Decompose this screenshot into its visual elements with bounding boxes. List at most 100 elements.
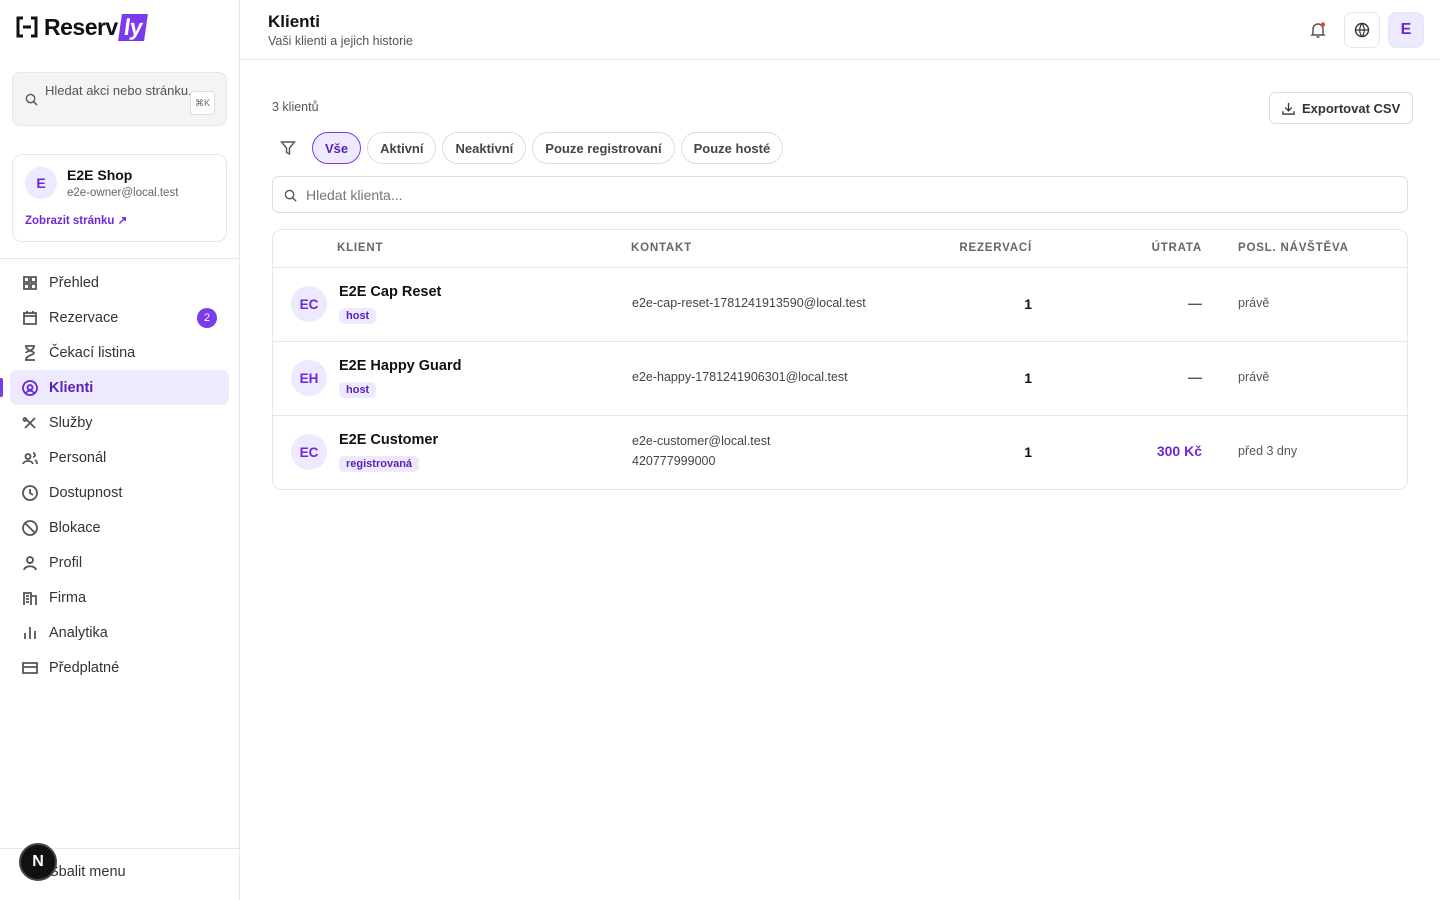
nav-item[interactable]: Dostupnost	[10, 475, 229, 510]
nav-icon	[23, 275, 37, 290]
command-search[interactable]: Hledat akci nebo stránku... ⌘K	[12, 72, 227, 126]
nav-label: Rezervace	[49, 309, 119, 326]
nav-icon	[22, 379, 38, 396]
nav-icon	[22, 661, 38, 674]
nav-badge: 2	[197, 307, 217, 328]
nav-item[interactable]: Čekací listina	[10, 335, 229, 370]
client-count: 3 klientů	[272, 100, 319, 114]
client-tag: host	[339, 308, 377, 324]
client-search[interactable]: Hledat klienta...	[272, 176, 1408, 213]
nav-item[interactable]: Firma	[10, 580, 229, 615]
nav-icon	[23, 591, 37, 605]
shop-avatar: E	[25, 167, 57, 199]
column-header: KLIENT	[337, 242, 384, 254]
nav-label: Firma	[49, 589, 87, 606]
clients-table: KLIENT KONTAKT REZERVACÍ ÚTRATA POSL. NÁVŠTĚ…	[272, 229, 1408, 490]
client-row[interactable]: EC E2E Customer registrovaná e2e-customer@l…	[273, 415, 1407, 489]
nav-label: Služby	[49, 414, 93, 431]
bell-icon	[1310, 22, 1326, 38]
nav-item[interactable]: Personál	[10, 440, 229, 475]
nav-label: Klienti	[49, 379, 94, 396]
page-title: Klienti	[268, 12, 320, 31]
filter-chip[interactable]: Vše	[312, 132, 362, 164]
shortcut: ⌘K	[189, 91, 215, 115]
shop-link[interactable]: Zobrazit stránku ↗	[25, 215, 128, 227]
client-avatar: EC	[291, 434, 327, 470]
search-placeholder: Hledat akci nebo stránku...	[45, 83, 199, 98]
filter-chip[interactable]: Neaktivní	[442, 132, 527, 164]
client-tag: registrovaná	[339, 456, 420, 472]
header: Klienti Vaši klienti a jejich historie E	[240, 0, 1440, 60]
column-header: REZERVACÍ	[959, 242, 1032, 254]
language[interactable]	[1344, 12, 1380, 48]
client-tag: host	[339, 382, 377, 398]
last-visit: právě	[1238, 370, 1270, 384]
search-placeholder: Hledat klienta...	[306, 186, 403, 203]
reservations: 1	[1024, 370, 1032, 386]
nav-label: Blokace	[49, 519, 101, 536]
search-icon	[284, 189, 297, 202]
page-subtitle: Vaši klienti a jejich historie	[268, 34, 413, 48]
filter-icon	[280, 141, 296, 156]
nav-icon	[25, 344, 35, 361]
logo[interactable]: Reserv ly	[16, 13, 148, 41]
spend: 300 Kč	[1156, 443, 1202, 459]
download-icon	[1282, 102, 1295, 115]
active-indicator	[0, 378, 3, 397]
nav-icon	[22, 519, 38, 536]
nav-item[interactable]: Služby	[10, 405, 229, 440]
nav-icon	[24, 626, 36, 639]
logo-badge: ly	[117, 13, 148, 41]
nav-item[interactable]: Analytika	[10, 615, 229, 650]
globe-icon	[1354, 22, 1370, 38]
nav-icon	[22, 416, 36, 429]
nav-item[interactable]: Přehled	[10, 265, 229, 300]
filters: Vše Aktivní Neaktivní Pouze registrovaní Pou…	[312, 132, 784, 164]
sidebar: Reserv ly Hledat akci nebo stránku... ⌘K …	[0, 0, 240, 900]
contact-line: e2e-cap-reset-1781241913590@local.test	[632, 296, 866, 310]
client-name: E2E Cap Reset	[339, 284, 442, 300]
search-icon	[25, 93, 38, 106]
reservations: 1	[1024, 296, 1032, 312]
nav-item[interactable]: Rezervace 2	[10, 300, 229, 335]
client-row[interactable]: EH E2E Happy Guard host e2e-happy-178124190…	[273, 341, 1407, 415]
last-visit: před 3 dny	[1238, 444, 1298, 458]
client-avatar: EC	[291, 286, 327, 322]
nav-icon	[22, 484, 38, 501]
spend: —	[1188, 295, 1202, 311]
logo-text: Reserv	[44, 13, 118, 40]
nav-item[interactable]: Profil	[10, 545, 229, 580]
export-label: Exportovat CSV	[1302, 100, 1401, 116]
shop-name: E2E Shop	[67, 167, 133, 183]
nav-label: Dostupnost	[49, 484, 123, 501]
nav-label: Profil	[49, 554, 83, 571]
nav-label: Personál	[49, 449, 107, 466]
user-avatar[interactable]: E	[1388, 12, 1424, 48]
client-name: E2E Happy Guard	[339, 358, 462, 374]
filter-chip[interactable]: Pouze registrovaní	[532, 132, 675, 164]
nav: Přehled Rezervace 2 Čekací listina Klienti Sl…	[10, 265, 229, 685]
nav-label: Přehled	[49, 274, 99, 291]
filter-chip[interactable]: Aktivní	[367, 132, 437, 164]
nav-item[interactable]: Předplatné	[10, 650, 229, 685]
contact-line: e2e-happy-1781241906301@local.test	[632, 370, 848, 384]
divider	[0, 848, 239, 849]
client-name: E2E Customer	[339, 432, 439, 448]
filter-chip[interactable]: Pouze hosté	[680, 132, 784, 164]
last-visit: právě	[1238, 296, 1270, 310]
contact-line: e2e-customer@local.test	[632, 434, 771, 448]
main: Klienti Vaši klienti a jejich historie E…	[240, 0, 1440, 900]
nav-item[interactable]: Klienti	[10, 370, 229, 405]
notifications[interactable]	[1300, 12, 1336, 48]
collapse-menu[interactable]: Sbalit menu	[49, 864, 126, 880]
logo-icon	[16, 16, 38, 38]
nav-icon	[22, 451, 38, 464]
column-header: ÚTRATA	[1151, 242, 1202, 254]
dev-badge[interactable]: N	[19, 843, 57, 881]
client-avatar: EH	[291, 360, 327, 396]
client-row[interactable]: EC E2E Cap Reset host e2e-cap-reset-1781241…	[273, 267, 1407, 341]
export-button[interactable]: Exportovat CSV	[1269, 92, 1414, 124]
nav-item[interactable]: Blokace	[10, 510, 229, 545]
column-header: KONTAKT	[631, 242, 692, 254]
